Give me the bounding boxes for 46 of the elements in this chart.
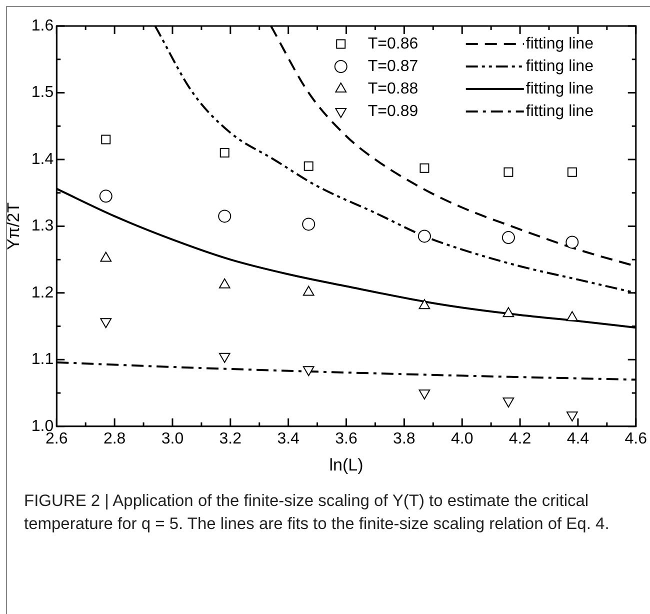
legend-label: fitting line [526,58,594,75]
x-tick-label: 3.6 [335,430,358,448]
point [418,230,431,243]
point [304,161,314,171]
legend-label: T=0.88 [368,80,418,98]
point [502,231,515,244]
x-tick-label: 4.0 [450,430,474,448]
x-tick-label: 4.2 [508,430,532,448]
point [566,412,578,422]
x-tick-label: 4.6 [624,430,648,448]
x-tick-label: 3.8 [393,430,416,448]
point [101,134,111,144]
x-tick-label: 3.2 [219,430,242,448]
legend-label: fitting line [526,102,594,120]
point [220,148,230,158]
x-tick-label: 2.6 [46,430,68,448]
point [502,398,514,408]
x-tick-label: 4.4 [566,430,590,448]
x-tick-label: 3.4 [277,430,300,448]
point [218,210,232,223]
point [302,218,316,231]
caption: FIGURE 2 | Application of the finite-size scaling of Υ(T) to estimate the critical temperature for q = 5. The lines are fits to the finite-size scaling relation of Eq. 4. [24,491,610,535]
point [566,236,579,249]
point [218,352,230,363]
point [99,190,112,203]
point [418,390,430,400]
y-tick-label: 1.2 [31,284,54,302]
y-tick-label: 1.3 [31,218,54,235]
point [420,163,430,173]
y-tick-label: 1.6 [31,17,54,34]
point [302,366,314,376]
y-tick-label: 1.4 [31,150,54,168]
point [504,167,514,177]
x-tick-label: 2.8 [103,430,126,448]
legend-label: fitting line [526,35,594,52]
legend-label: T=0.87 [368,58,418,75]
y-axis-title: Υπ/2T [4,202,23,250]
legend-label: T=0.86 [368,35,418,52]
x-tick-label: 3.0 [161,430,184,448]
legend-label: fitting line [526,80,594,98]
y-tick-label: 1.5 [31,84,54,102]
y-tick-label: 1.1 [31,351,54,368]
x-axis-title: ln(L) [329,455,364,474]
point [567,167,577,177]
legend-label: T=0.89 [368,102,418,120]
point [100,318,112,328]
